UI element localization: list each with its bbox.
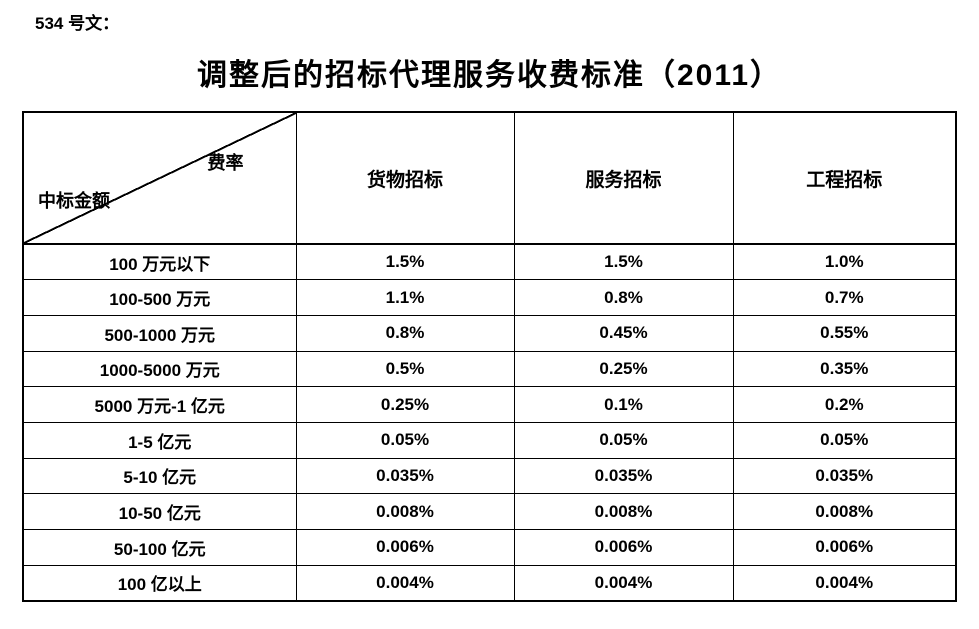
fee-cell: 0.008% (513, 493, 734, 530)
row-label: 100-500 万元 (22, 279, 297, 316)
table-row: 50-100 亿元 0.006% 0.006% 0.006% (22, 529, 957, 566)
fee-cell: 0.004% (295, 564, 515, 602)
row-label: 10-50 亿元 (22, 493, 297, 530)
row-label: 500-1000 万元 (22, 314, 297, 352)
page-title: 调整后的招标代理服务收费标准（2011） (196, 59, 783, 92)
fee-cell: 0.25% (513, 350, 734, 388)
column-header-engineering: 工程招标 (732, 111, 957, 245)
fee-cell: 0.55% (732, 314, 957, 352)
row-label: 100 万元以下 (22, 243, 297, 281)
table-row: 100 亿以上 0.004% 0.004% 0.004% (22, 564, 957, 602)
fee-cell: 0.004% (732, 564, 957, 602)
corner-label-rate: 费率 (207, 153, 244, 173)
fee-table: 费率 中标金额 货物招标 服务招标 工程招标 100 万元以下 1.5% 1.5… (22, 111, 957, 602)
row-label: 5-10 亿元 (22, 457, 297, 495)
fee-cell: 0.45% (513, 314, 734, 352)
fee-cell: 0.5% (295, 350, 515, 388)
table-row: 1000-5000 万元 0.5% 0.25% 0.35% (22, 350, 957, 388)
corner-label-amount: 中标金额 (38, 191, 110, 211)
fee-cell: 0.006% (513, 529, 734, 566)
fee-cell: 0.006% (295, 529, 515, 566)
fee-cell: 0.05% (295, 421, 515, 459)
fee-cell: 0.035% (513, 457, 734, 495)
table-row: 100-500 万元 1.1% 0.8% 0.7% (22, 279, 957, 316)
fee-cell: 1.5% (513, 243, 734, 281)
fee-cell: 0.035% (732, 457, 957, 495)
header-row: 费率 中标金额 货物招标 服务招标 工程招标 (22, 111, 957, 245)
row-label: 1000-5000 万元 (22, 350, 297, 388)
fee-table-body: 100 万元以下 1.5% 1.5% 1.0% 100-500 万元 1.1% … (22, 243, 957, 602)
table-row: 1-5 亿元 0.05% 0.05% 0.05% (22, 421, 957, 459)
fee-cell: 0.05% (732, 421, 957, 459)
table-row: 100 万元以下 1.5% 1.5% 1.0% (22, 243, 957, 281)
corner-cell: 费率 中标金额 (22, 111, 297, 245)
fee-cell: 0.8% (295, 314, 515, 352)
fee-cell: 0.2% (732, 386, 957, 423)
diagonal-divider (24, 113, 296, 243)
row-label: 100 亿以上 (22, 564, 297, 602)
fee-cell: 0.008% (295, 493, 515, 530)
fee-cell: 0.006% (732, 529, 957, 566)
fee-cell: 0.004% (513, 564, 734, 602)
fee-cell: 0.035% (295, 457, 515, 495)
table-row: 5-10 亿元 0.035% 0.035% 0.035% (22, 457, 957, 495)
fee-cell: 1.5% (295, 243, 515, 281)
fee-cell: 0.8% (513, 279, 734, 316)
fee-cell: 0.25% (295, 386, 515, 423)
column-header-services: 服务招标 (513, 111, 734, 245)
fee-cell: 0.7% (732, 279, 957, 316)
row-label: 1-5 亿元 (22, 421, 297, 459)
doc-ref: 534 号文： (35, 14, 120, 33)
fee-cell: 0.05% (513, 421, 734, 459)
row-label: 50-100 亿元 (22, 529, 297, 566)
column-header-goods: 货物招标 (295, 111, 515, 245)
table-row: 5000 万元-1 亿元 0.25% 0.1% 0.2% (22, 386, 957, 423)
fee-cell: 0.008% (732, 493, 957, 530)
row-label: 5000 万元-1 亿元 (22, 386, 297, 423)
fee-cell: 0.1% (513, 386, 734, 423)
table-row: 500-1000 万元 0.8% 0.45% 0.55% (22, 314, 957, 352)
fee-cell: 0.35% (732, 350, 957, 388)
fee-cell: 1.1% (295, 279, 515, 316)
fee-cell: 1.0% (732, 243, 957, 281)
table-row: 10-50 亿元 0.008% 0.008% 0.008% (22, 493, 957, 530)
